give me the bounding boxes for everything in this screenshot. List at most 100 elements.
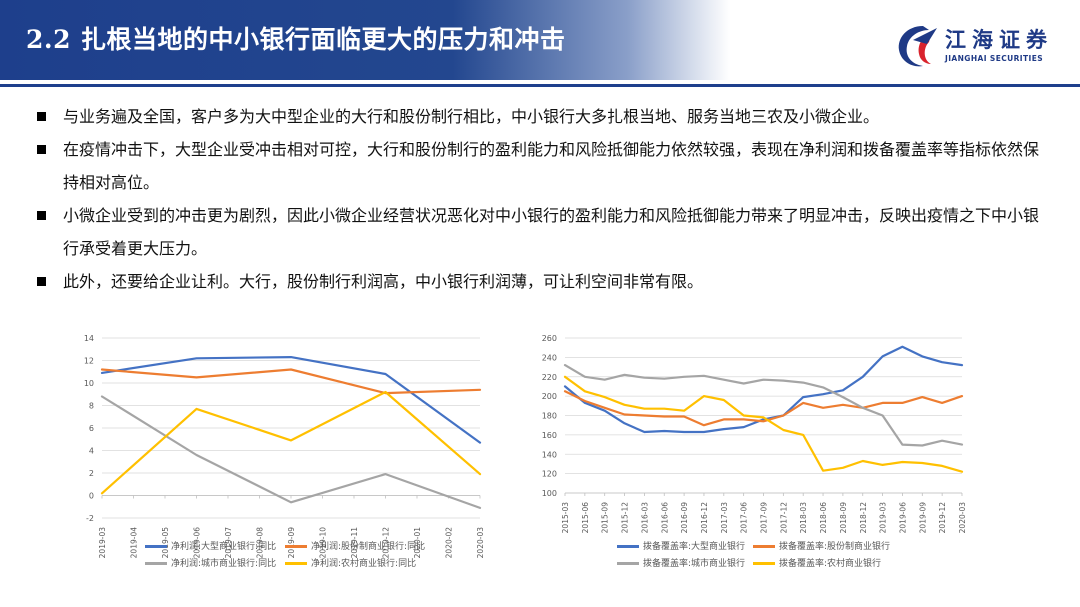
- y-tick-label: 180: [542, 412, 557, 421]
- series-line: [563, 390, 964, 427]
- y-tick-label: 10: [84, 379, 94, 388]
- legend-swatch: [145, 545, 167, 548]
- x-tick-label: 2019-06: [898, 502, 907, 534]
- legend-label: 净利润:大型商业银行:同比: [171, 542, 277, 552]
- x-tick-label: 2015-03: [561, 502, 570, 534]
- legend-item: 净利润:股份制商业银行:同比: [285, 539, 425, 552]
- x-tick-label: 2019-03: [879, 502, 888, 534]
- bullet-text: 与业务遍及全国，客户多为大中型企业的大行和股份制行相比，中小银行大多扎根当地、服…: [63, 107, 880, 126]
- bullet-square-icon: [37, 112, 46, 121]
- legend-label: 拨备覆盖率:大型商业银行: [643, 542, 746, 552]
- legend-item: 净利润:大型商业银行:同比: [145, 539, 276, 552]
- title-band: [0, 0, 730, 80]
- x-tick-label: 2017-06: [740, 502, 749, 534]
- x-tick-label: 2017-03: [720, 502, 729, 534]
- legend-swatch: [285, 562, 307, 565]
- x-tick-label: 2018-06: [819, 502, 828, 534]
- logo-text-cn: 江海证券: [945, 27, 1053, 52]
- x-tick-label: 2017-09: [760, 502, 769, 534]
- y-tick-label: 14: [84, 334, 94, 343]
- x-tick-label: 2019-09: [287, 527, 296, 559]
- legend-swatch: [753, 545, 775, 548]
- bullet-square-icon: [37, 277, 46, 286]
- chart-legend: 净利润:大型商业银行:同比 净利润:股份制商业银行:同比净利润:城市商业银行:同比…: [55, 323, 515, 573]
- net-profit-growth-chart: -2 0 2 4 6 8 10 12 14 2019-03 2019-04 2019-05 2019-0…: [55, 323, 515, 573]
- y-tick-label: 220: [542, 373, 557, 382]
- bullet-item: 此外，还要给企业让利。大行，股份制行利润高，中小银行利润薄，可让利空间非常有限。: [36, 265, 1046, 298]
- company-logo: 江海证券 JIANGHAI SECURITIES: [893, 22, 1063, 70]
- legend-item: 净利润:农村商业银行:同比: [285, 556, 416, 569]
- y-tick-label: 140: [542, 450, 557, 459]
- x-tick-label: 2015-12: [621, 502, 630, 534]
- y-tick-label: 2: [89, 469, 94, 478]
- x-tick-label: 2018-12: [859, 502, 868, 534]
- x-tick-label: 2019-04: [130, 527, 139, 559]
- legend-swatch: [285, 545, 307, 548]
- y-tick-label: 4: [89, 447, 94, 456]
- y-tick-label: 6: [89, 424, 94, 433]
- legend-label: 净利润:股份制商业银行:同比: [311, 542, 426, 552]
- x-tick-label: 2018-03: [799, 502, 808, 534]
- legend-label: 拨备覆盖率:股份制商业银行: [779, 542, 891, 552]
- legend-label: 净利润:农村商业银行:同比: [311, 559, 417, 569]
- header-bar: 2.2 扎根当地的中小银行面临更大的压力和冲击 江海证券 JIANGHAI SEC…: [0, 0, 1080, 88]
- x-tick-label: 2015-09: [601, 502, 610, 534]
- legend-swatch: [617, 562, 639, 565]
- y-tick-label: 260: [542, 334, 557, 343]
- y-tick-label: 8: [89, 402, 94, 411]
- legend-swatch: [753, 562, 775, 565]
- bullet-text: 在疫情冲击下，大型企业受冲击相对可控，大行和股份制行的盈利能力和风险抵御能力依然…: [63, 140, 1040, 192]
- legend-item: 拨备覆盖率:农村商业银行: [753, 556, 881, 569]
- page-title: 2.2 扎根当地的中小银行面临更大的压力和冲击: [26, 22, 566, 58]
- x-tick-label: 2019-12: [938, 502, 947, 534]
- x-tick-label: 2020-03: [476, 527, 485, 559]
- x-tick-label: 2019-12: [382, 527, 391, 559]
- bullet-item: 与业务遍及全国，客户多为大中型企业的大行和股份制行相比，中小银行大多扎根当地、服…: [36, 100, 1046, 133]
- legend-swatch: [617, 545, 639, 548]
- y-tick-label: 12: [84, 357, 94, 366]
- legend-item: 拨备覆盖率:大型商业银行: [617, 539, 745, 552]
- series-line: [100, 368, 482, 395]
- provision-coverage-chart: 100 120 140 160 180 200 220 240 260 2015-03 2015-0…: [525, 323, 975, 573]
- x-tick-label: 2016-06: [660, 502, 669, 534]
- legend-item: 净利润:城市商业银行:同比: [145, 556, 276, 569]
- x-tick-label: 2019-07: [224, 527, 233, 559]
- x-tick-label: 2016-09: [680, 502, 689, 534]
- section-number: 2.2: [26, 25, 71, 54]
- legend-label: 拨备覆盖率:城市商业银行: [643, 559, 746, 569]
- x-tick-label: 2017-12: [779, 502, 788, 534]
- series-line: [100, 395, 482, 509]
- chart-legend: 拨备覆盖率:大型商业银行 拨备覆盖率:股份制商业银行拨备覆盖率:城市商业银行 拨备覆…: [525, 323, 975, 573]
- legend-item: 拨备覆盖率:城市商业银行: [617, 556, 745, 569]
- legend-item: 拨备覆盖率:股份制商业银行: [753, 539, 890, 552]
- bullet-list: 与业务遍及全国，客户多为大中型企业的大行和股份制行相比，中小银行大多扎根当地、服…: [36, 100, 1046, 298]
- y-tick-label: 100: [542, 489, 557, 498]
- x-tick-label: 2020-02: [445, 527, 454, 559]
- series-line: [563, 345, 964, 434]
- x-tick-label: 2016-12: [700, 502, 709, 534]
- x-tick-label: 2019-03: [98, 527, 107, 559]
- legend-swatch: [145, 562, 167, 565]
- y-tick-label: 240: [542, 353, 557, 362]
- y-tick-label: 120: [542, 470, 557, 479]
- x-tick-label: 2019-10: [319, 527, 328, 559]
- bullet-text: 此外，还要给企业让利。大行，股份制行利润高，中小银行利润薄，可让利空间非常有限。: [63, 272, 704, 291]
- x-tick-label: 2018-09: [839, 502, 848, 534]
- series-line: [563, 375, 964, 473]
- x-tick-label: 2019-05: [161, 527, 170, 559]
- y-tick-label: -2: [86, 514, 94, 523]
- y-tick-label: 200: [542, 392, 557, 401]
- bullet-text: 小微企业受到的冲击更为剧烈，因此小微企业经营状况恶化对中小银行的盈利能力和风险抵…: [63, 206, 1040, 258]
- x-tick-label: 2016-03: [640, 502, 649, 534]
- y-tick-label: 160: [542, 431, 557, 440]
- title-underline: [0, 84, 1080, 87]
- title-text: 扎根当地的中小银行面临更大的压力和冲击: [81, 25, 566, 54]
- x-tick-label: 2015-06: [581, 502, 590, 534]
- x-tick-label: 2019-08: [256, 527, 265, 559]
- series-line: [100, 355, 482, 444]
- x-tick-label: 2019-11: [350, 527, 359, 559]
- x-tick-label: 2019-06: [193, 527, 202, 559]
- legend-label: 拨备覆盖率:农村商业银行: [779, 559, 882, 569]
- y-tick-label: 0: [89, 492, 94, 501]
- chart-svg: -2 0 2 4 6 8 10 12 14 2019-03 2019-04 2019-05 2019-0…: [84, 334, 485, 559]
